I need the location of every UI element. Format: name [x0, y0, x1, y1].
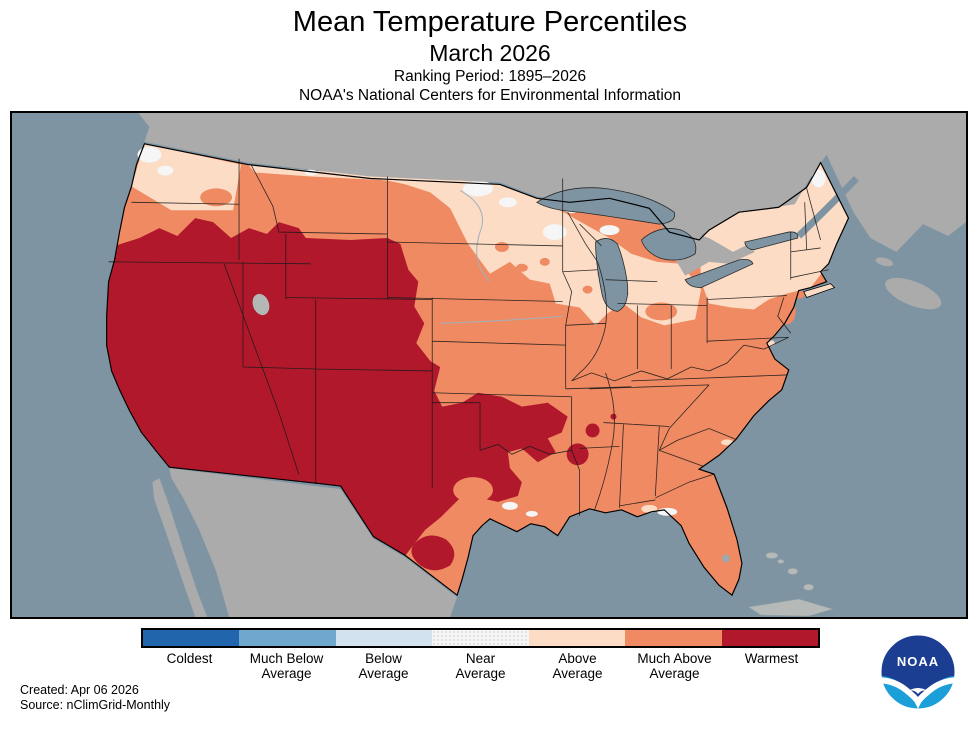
legend-label-much-above: Much Above Average: [637, 651, 712, 681]
legend-swatch-much-below: [239, 630, 336, 646]
legend-label-near: Near Average: [455, 651, 506, 681]
logo-wave-bird-icon: [881, 677, 955, 709]
lake-huron: [640, 228, 697, 261]
logo-gull-icon: [908, 688, 928, 694]
legend-label-below: Below Average: [358, 651, 409, 681]
st-lawrence-river: [796, 176, 859, 239]
caribbean-islands: [748, 552, 834, 617]
lake-erie: [684, 258, 754, 289]
logo-ring: [880, 634, 956, 710]
warmest-region: [106, 218, 617, 571]
legend-label-above: Above Average: [552, 651, 603, 681]
legend-swatch-warmest: [721, 630, 818, 646]
noaa-logo: NOAA: [880, 634, 956, 710]
data-source: Source: nClimGrid-Monthly: [20, 698, 171, 712]
lake-okeechobee: [722, 554, 730, 563]
footer-credits: Created: Apr 06 2026 Source: nClimGrid-M…: [20, 683, 170, 713]
legend-label-warmest: Warmest: [744, 651, 799, 666]
lake-michigan: [595, 238, 629, 312]
us-percentile-map: [10, 111, 968, 619]
near-average-patches: [137, 146, 826, 517]
mexico-region: [152, 468, 458, 617]
header: Mean Temperature Percentiles March 2026 …: [0, 6, 980, 105]
rivers: [440, 189, 563, 324]
logo-text: NOAA: [897, 654, 939, 669]
long-island: [803, 283, 836, 299]
page-title: Mean Temperature Percentiles: [292, 6, 688, 38]
legend-labels: Coldest Much Below Average Below Average N…: [141, 651, 820, 681]
legend-swatch-below: [335, 630, 433, 646]
us-outline: [106, 143, 850, 597]
lake-superior: [536, 187, 676, 225]
legend-colorbar: [141, 628, 820, 648]
legend-swatch-above: [528, 630, 626, 646]
legend-swatch-coldest: [143, 630, 240, 646]
ranking-period: Ranking Period: 1895–2026: [393, 68, 587, 85]
legend-label-much-below: Much Below Average: [249, 651, 324, 681]
created-date: Created: Apr 06 2026: [20, 683, 139, 697]
great-salt-lake: [252, 293, 270, 316]
lake-ontario: [744, 231, 799, 251]
map-svg: [12, 113, 966, 617]
great-lakes: [536, 187, 799, 312]
legend-label-coldest: Coldest: [166, 651, 213, 666]
state-boundaries: [108, 158, 829, 516]
legend-swatch-near: [432, 630, 529, 646]
page-subtitle: March 2026: [429, 40, 551, 66]
organization-line: NOAA's National Centers for Environmenta…: [298, 87, 681, 104]
legend-swatch-much-above: [625, 630, 722, 646]
